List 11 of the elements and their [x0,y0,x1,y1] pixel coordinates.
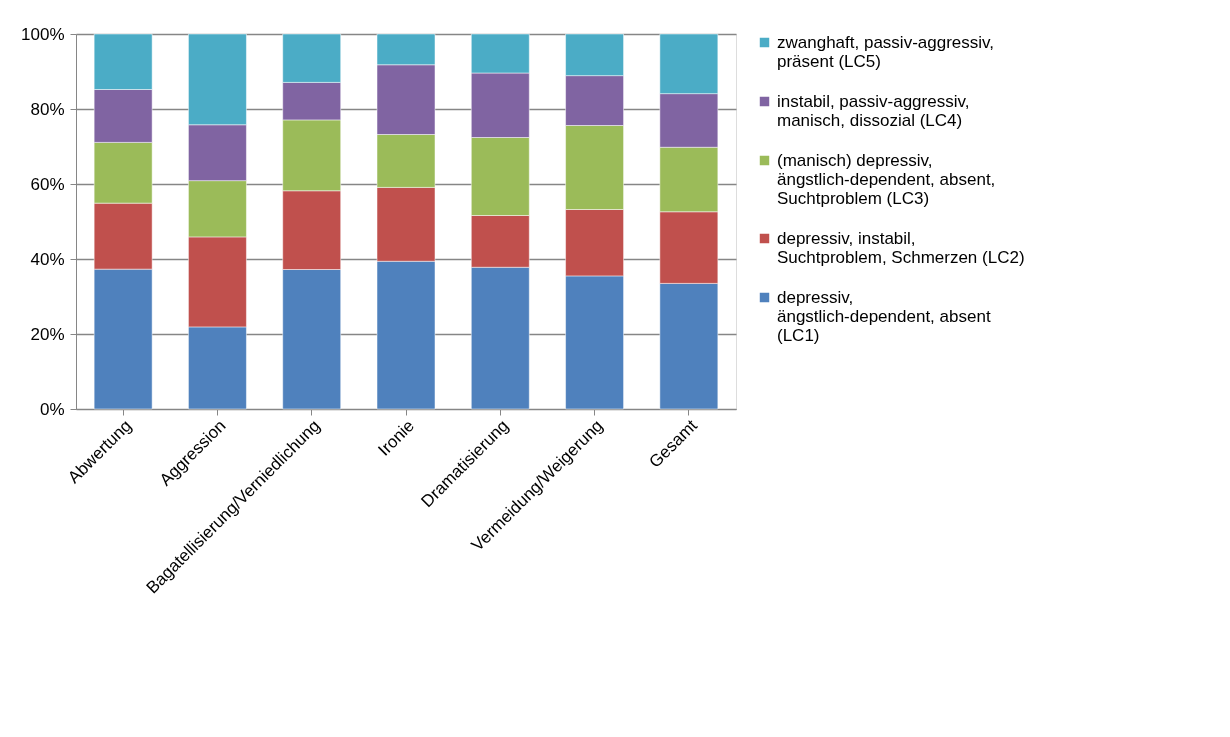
legend-label: zwanghaft, passiv-aggressiv, präsent (LC5) [777,32,995,71]
legend-label: depressiv, instabil, Suchtproblem, Schmerzen (LC2) [777,228,1025,267]
legend-label: (manisch) depressiv, ängstlich-dependent, absent, Suchtproblem (LC3) [777,150,996,208]
y-tick-label: 60% [30,174,65,194]
y-tick-label: 0% [39,399,65,419]
y-tick-label: 20% [30,324,65,344]
legend-label: instabil, passiv-aggressiv, manisch, dissozial (LC4) [777,91,970,130]
legend-label: depressiv, ängstlich-dependent, absent (LC1) [777,287,991,345]
y-tick-label: 40% [30,249,65,269]
y-tick-label: 80% [30,99,65,119]
y-tick-label: 100% [21,24,65,44]
